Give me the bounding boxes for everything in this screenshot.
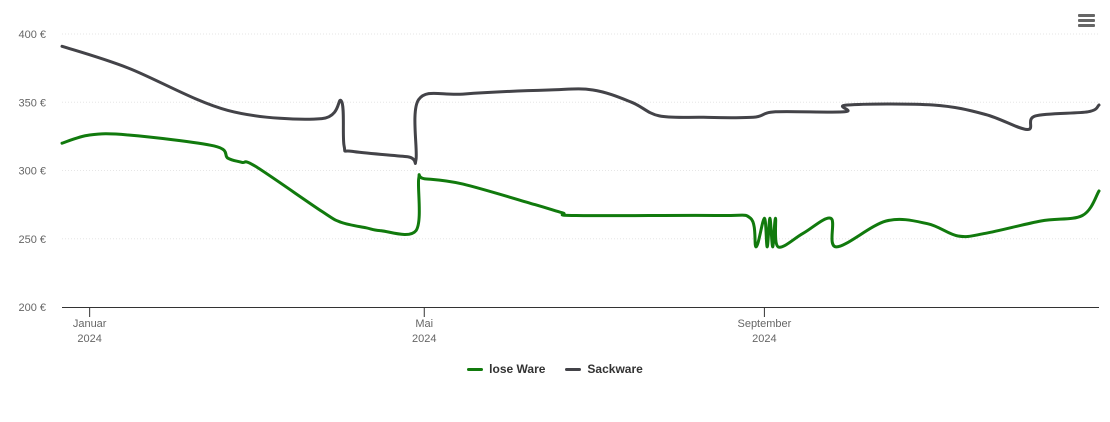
y-tick-label: 300 € [18, 166, 46, 178]
menu-bar [1078, 14, 1095, 17]
legend-item-lose-ware[interactable]: lose Ware [467, 362, 545, 376]
x-tick-label-month: Mai [415, 318, 433, 330]
y-tick-label: 400 € [18, 29, 46, 41]
menu-bar [1078, 19, 1095, 22]
legend-item-sackware[interactable]: Sackware [565, 362, 643, 376]
legend-swatch-lose-ware [467, 367, 484, 371]
x-axis: Januar 2024 Mai 2024 September 2024 [62, 307, 1099, 345]
legend-label-lose-ware: lose Ware [489, 362, 546, 376]
legend: lose Ware Sackware [0, 362, 1110, 376]
x-tick-label-year: 2024 [77, 333, 101, 345]
y-axis: 200 € 250 € 300 € 350 € 400 € [18, 29, 46, 314]
grid-lines [62, 33, 1099, 240]
legend-swatch-sackware [565, 367, 582, 371]
series-lines [60, 44, 1101, 249]
chart-menu-button[interactable] [1076, 12, 1098, 32]
series-line-lose-ware [60, 132, 1101, 249]
y-tick-label: 350 € [18, 97, 46, 109]
menu-bar [1078, 24, 1095, 27]
y-tick-label: 200 € [18, 302, 46, 314]
x-tick-label-month: September [737, 318, 791, 330]
y-tick-label: 250 € [18, 234, 46, 246]
x-tick-label-year: 2024 [752, 333, 776, 345]
x-tick-label-year: 2024 [412, 333, 436, 345]
legend-label-sackware: Sackware [587, 362, 643, 376]
x-tick-label-month: Januar [73, 318, 107, 330]
series-line-sackware [60, 44, 1101, 165]
